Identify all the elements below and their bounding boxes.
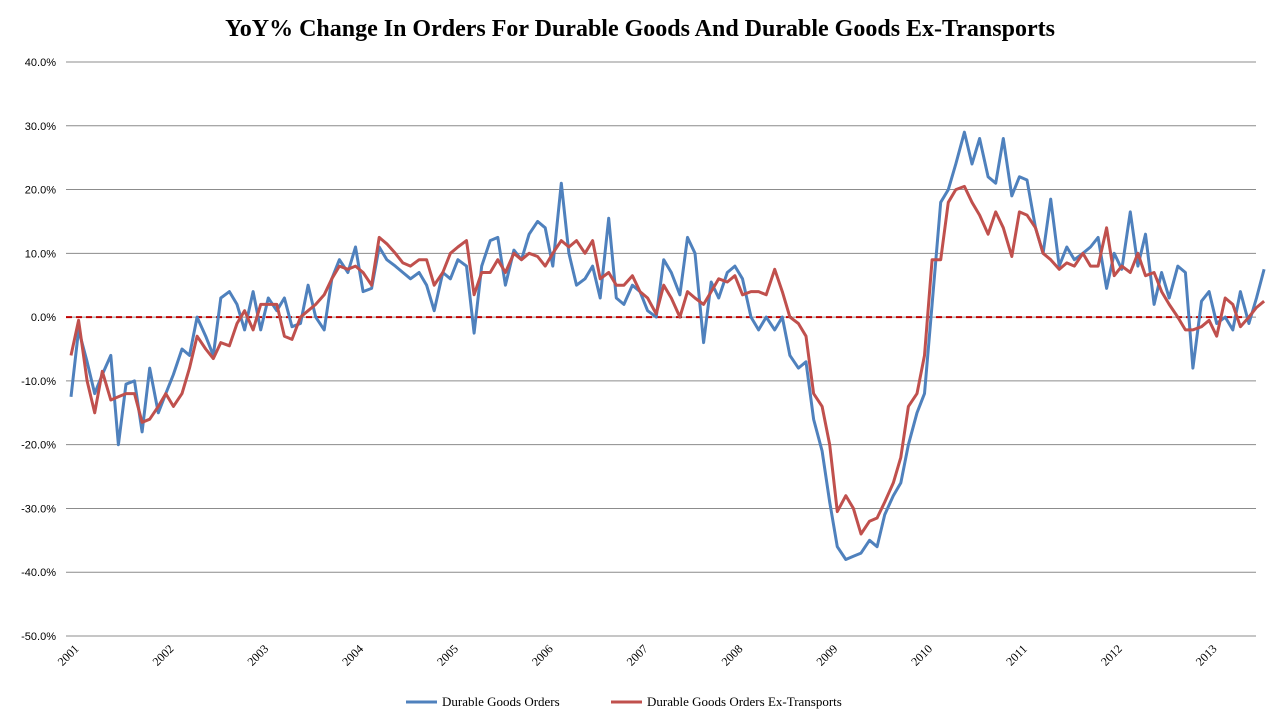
y-tick-label: -50.0% (21, 631, 56, 643)
series-lines (69, 130, 1266, 561)
series-line-ex-transports (69, 184, 1266, 536)
gridlines (66, 61, 1256, 637)
y-tick-label: 10.0% (25, 248, 56, 260)
x-tick-label: 2001 (55, 642, 82, 669)
legend-label-ex-transports: Durable Goods Orders Ex-Transports (647, 694, 842, 709)
x-tick-label: 2008 (719, 642, 746, 669)
x-tick-label: 2011 (1003, 642, 1030, 669)
x-tick-label: 2013 (1193, 642, 1220, 669)
x-tick-label: 2002 (150, 642, 177, 669)
chart-title: YoY% Change In Orders For Durable Goods … (225, 16, 1055, 42)
x-tick-label: 2003 (244, 642, 271, 669)
y-tick-label: -20.0% (21, 440, 56, 452)
legend: Durable Goods Orders Durable Goods Order… (406, 694, 842, 709)
y-tick-label: 30.0% (25, 121, 56, 133)
series-line-durable-goods (69, 130, 1266, 561)
y-tick-label: -40.0% (21, 567, 56, 579)
y-tick-label: 20.0% (25, 185, 56, 197)
x-tick-label: 2012 (1098, 642, 1125, 669)
x-tick-label: 2009 (813, 642, 840, 669)
y-axis-tick-labels: 40.0% 30.0% 20.0% 10.0% 0.0% -10.0% -20.0% -30.… (21, 57, 56, 643)
x-tick-label: 2010 (908, 642, 935, 669)
x-tick-label: 2006 (529, 642, 556, 669)
legend-label-durable-goods: Durable Goods Orders (442, 694, 560, 709)
y-tick-label: -30.0% (21, 503, 56, 515)
x-tick-label: 2005 (434, 642, 461, 669)
x-axis-tick-labels: 2001 2002 2003 2004 2005 2006 2007 2008 2009 2010… (55, 642, 1220, 669)
x-tick-label: 2004 (339, 642, 366, 669)
x-tick-label: 2007 (624, 642, 651, 669)
y-tick-label: 0.0% (31, 312, 56, 324)
y-tick-label: 40.0% (25, 57, 56, 69)
y-tick-label: -10.0% (21, 376, 56, 388)
